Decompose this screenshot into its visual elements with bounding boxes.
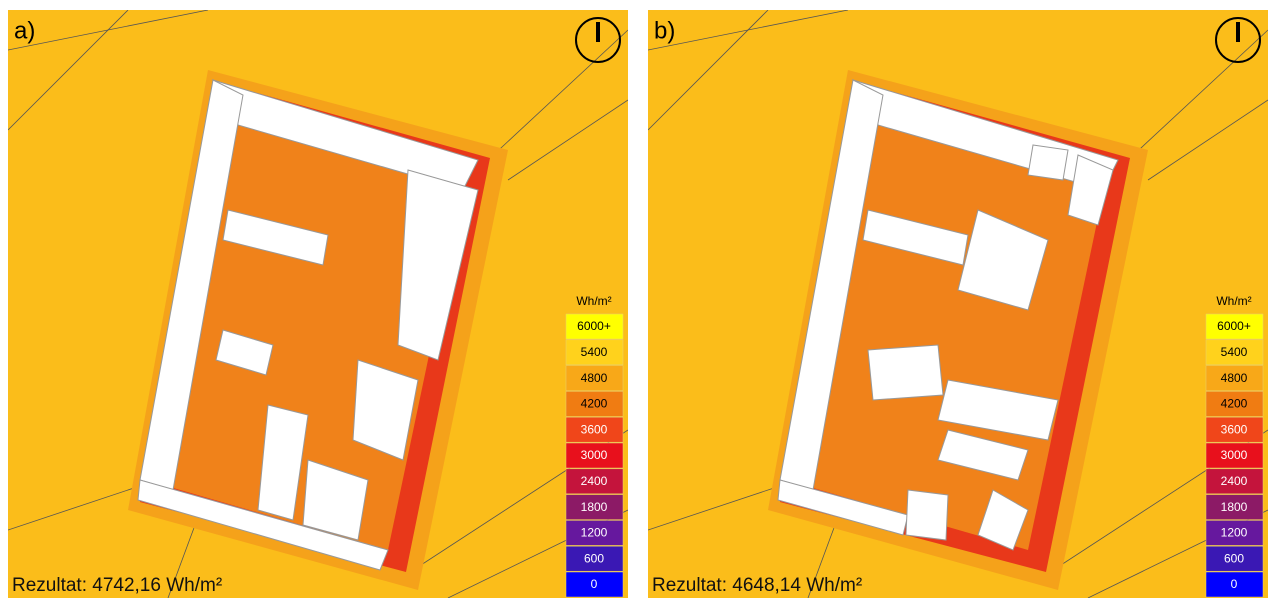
panel-label: b) [654,17,675,44]
panel-label: a) [14,17,35,44]
legend-unit: Wh/m² [1216,294,1251,308]
legend-label: 1800 [1221,500,1248,514]
legend-label: 4200 [1221,397,1248,411]
legend-label: 600 [1224,551,1244,565]
legend-label: 3600 [1221,422,1248,436]
legend-label: 3600 [581,422,608,436]
legend-label: 5400 [581,345,608,359]
legend-label: 2400 [1221,474,1248,488]
legend-label: 0 [1231,577,1238,591]
map-panel: a) Rezultat: 4742,16 Wh/m² Wh/m² 6000+ 5400 4… [8,10,628,598]
legend-label: 6000+ [577,319,611,333]
legend-label: 5400 [1221,345,1248,359]
legend-label: 4200 [581,397,608,411]
result-text: Rezultat: 4742,16 Wh/m² [12,575,222,596]
legend-label: 600 [584,551,604,565]
map-panel: b) Rezultat: 4648,14 Wh/m² Wh/m² 6000+ 5400 4… [648,10,1268,598]
legend-label: 1200 [581,526,608,540]
legend-label: 3000 [581,448,608,462]
result-text: Rezultat: 4648,14 Wh/m² [652,575,862,596]
legend-label: 0 [591,577,598,591]
legend-unit: Wh/m² [576,294,611,308]
building [906,490,948,540]
legend-label: 4800 [581,371,608,385]
legend-label: 6000+ [1217,319,1251,333]
building [868,345,943,400]
building [1028,145,1068,180]
page: a) Rezultat: 4742,16 Wh/m² Wh/m² 6000+ 5400 4… [0,0,1269,601]
legend-label: 1800 [581,500,608,514]
legend-label: 2400 [581,474,608,488]
legend-label: 1200 [1221,526,1248,540]
legend-label: 3000 [1221,448,1248,462]
legend-label: 4800 [1221,371,1248,385]
